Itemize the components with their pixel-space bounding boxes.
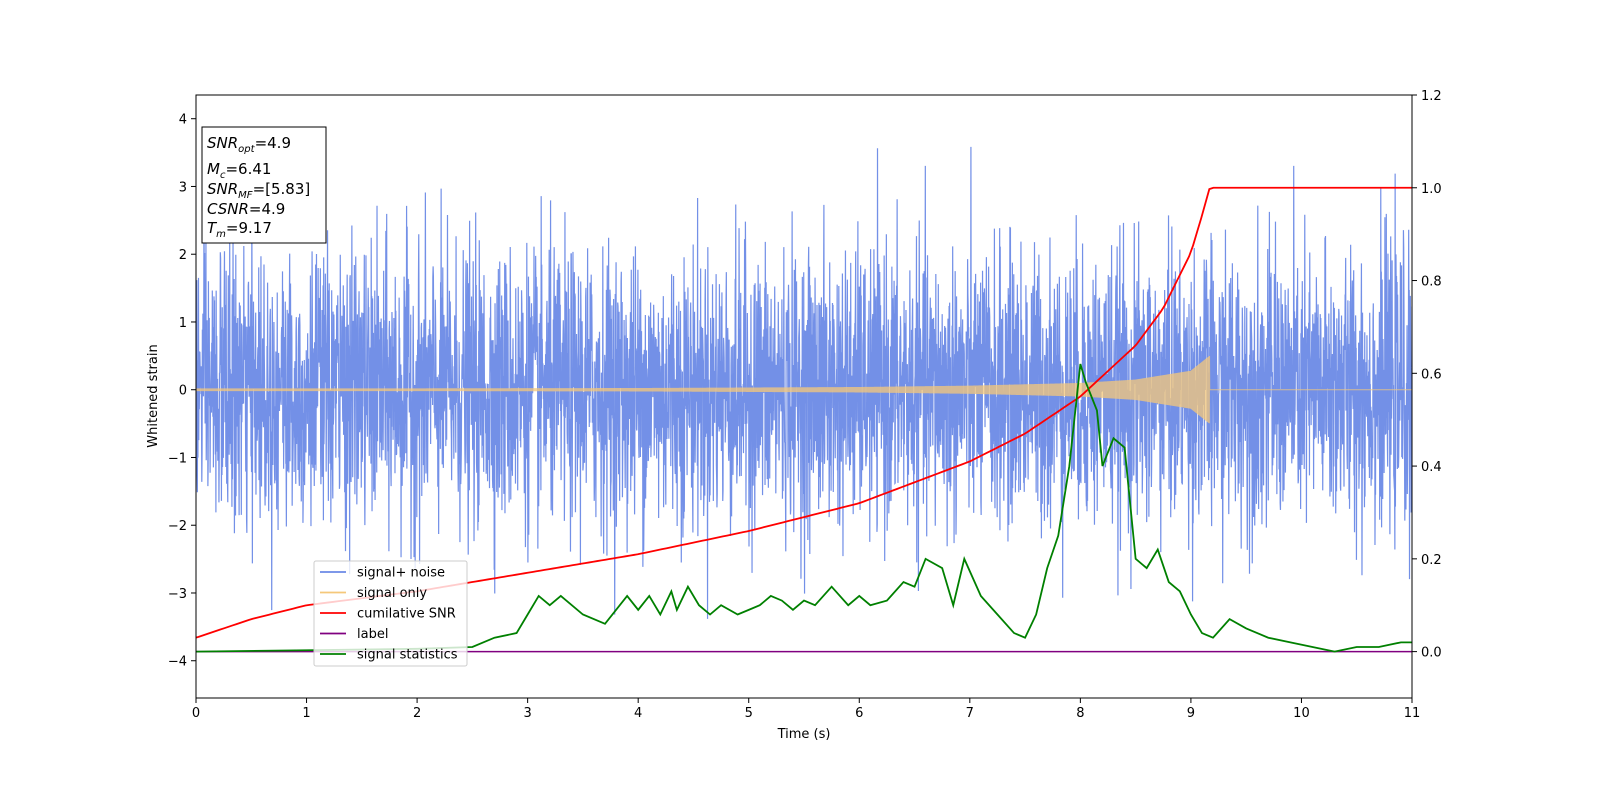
- y2-tick-label: 0.2: [1421, 553, 1442, 568]
- y2-tick-label: 0.0: [1421, 646, 1442, 661]
- annotation-box: SNRopt=4.9 Mc=6.41SNRMF=[5.83]CSNR=4.9Tm=…: [201, 126, 327, 244]
- legend-label: label: [357, 627, 388, 642]
- legend-label: signal only: [357, 586, 427, 601]
- legend-label: signal statistics: [357, 648, 458, 663]
- annotation-line: SNRMF=[5.83]: [207, 180, 310, 201]
- y-tick-label: −1: [168, 451, 187, 466]
- y-tick-label: 0: [179, 384, 187, 399]
- plot-frame: [195, 94, 1413, 699]
- y2-tick-label: 0.6: [1421, 367, 1442, 382]
- annotation-box-frame: [201, 126, 327, 244]
- y2-tick-label: 0.4: [1421, 460, 1442, 475]
- x-tick-label: 1: [302, 706, 310, 721]
- y-tick-label: −4: [168, 655, 187, 670]
- annotation-line: Tm=9.17: [207, 219, 272, 240]
- x-tick-label: 8: [1076, 706, 1084, 721]
- x-tick-label: 4: [634, 706, 642, 721]
- y-tick-label: 3: [179, 180, 187, 195]
- axes-layer: 0 1 2 3 4 5 6 7 8 9 10 1143210−1−2−3−41.21.00.80.60…: [168, 89, 1442, 721]
- legend-frame: [313, 560, 468, 667]
- x-tick-label: 6: [855, 706, 863, 721]
- y-tick-label: 2: [179, 248, 187, 263]
- series-signal-statistics-line: [196, 363, 1412, 653]
- y2-tick-label: 1.2: [1421, 89, 1442, 104]
- legend-label: cumilative SNR: [357, 607, 456, 622]
- x-tick-label: 11: [1404, 706, 1421, 721]
- legend-label: signal+ noise: [357, 566, 445, 581]
- y2-tick-label: 0.8: [1421, 275, 1442, 290]
- annotation-line: Mc=6.41: [207, 160, 271, 181]
- x-tick-label: 0: [192, 706, 200, 721]
- y-axis-title: Whitened strain: [146, 344, 161, 447]
- y-tick-label: −3: [168, 587, 187, 602]
- x-tick-label: 2: [413, 706, 421, 721]
- x-tick-label: 3: [523, 706, 531, 721]
- y-tick-label: 4: [179, 113, 187, 128]
- x-tick-label: 5: [745, 706, 753, 721]
- y-tick-label: 1: [179, 316, 187, 331]
- series-signal-only-line: [196, 355, 1412, 424]
- series-signal-noise-line: [196, 146, 1412, 619]
- x-axis-title: Time (s): [777, 727, 831, 742]
- x-tick-label: 10: [1293, 706, 1310, 721]
- x-tick-label: 9: [1187, 706, 1195, 721]
- annotation-line: CSNR=4.9: [207, 200, 285, 218]
- annotation-line: SNRopt=4.9: [207, 134, 291, 155]
- legend: signal+ noise signal only cumilative SNR la…: [313, 560, 468, 667]
- y-tick-label: −2: [168, 519, 187, 534]
- y2-tick-label: 1.0: [1421, 182, 1442, 197]
- x-tick-label: 7: [966, 706, 974, 721]
